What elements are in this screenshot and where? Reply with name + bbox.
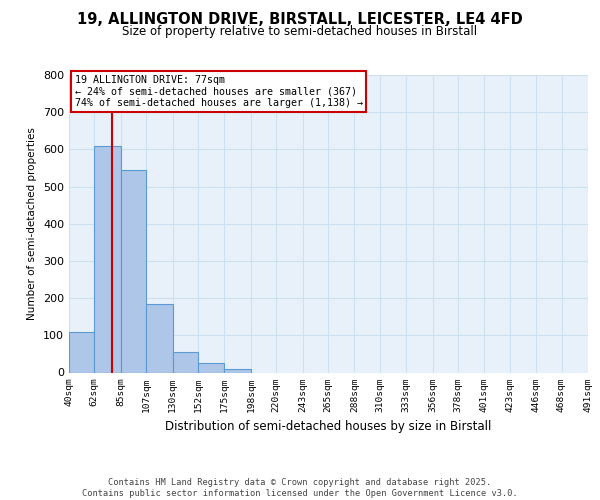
Bar: [173, 352, 198, 372]
Bar: [94, 146, 121, 372]
Text: 19 ALLINGTON DRIVE: 77sqm
← 24% of semi-detached houses are smaller (367)
74% of: 19 ALLINGTON DRIVE: 77sqm ← 24% of semi-…: [75, 75, 363, 108]
Bar: [224, 369, 251, 372]
Bar: [146, 304, 173, 372]
Text: Contains HM Land Registry data © Crown copyright and database right 2025.
Contai: Contains HM Land Registry data © Crown c…: [82, 478, 518, 498]
Text: Size of property relative to semi-detached houses in Birstall: Size of property relative to semi-detach…: [122, 25, 478, 38]
Bar: [121, 170, 146, 372]
X-axis label: Distribution of semi-detached houses by size in Birstall: Distribution of semi-detached houses by …: [166, 420, 491, 433]
Bar: [198, 363, 224, 372]
Y-axis label: Number of semi-detached properties: Number of semi-detached properties: [28, 128, 37, 320]
Bar: [69, 332, 94, 372]
Text: 19, ALLINGTON DRIVE, BIRSTALL, LEICESTER, LE4 4FD: 19, ALLINGTON DRIVE, BIRSTALL, LEICESTER…: [77, 12, 523, 28]
